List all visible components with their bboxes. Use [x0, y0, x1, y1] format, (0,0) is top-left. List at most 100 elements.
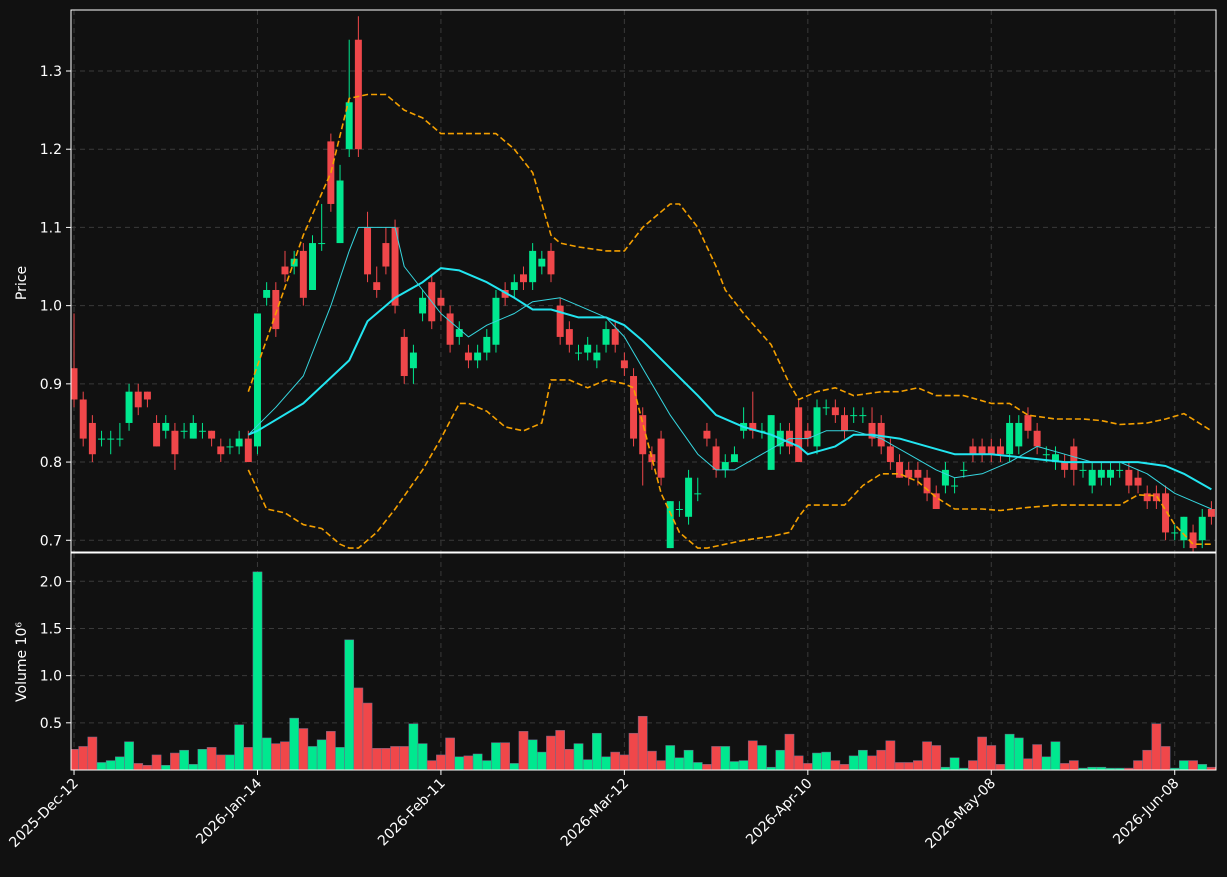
candle-body: [978, 446, 986, 455]
candle-body: [1015, 422, 1023, 447]
candle-body: [244, 438, 252, 463]
candle-body: [519, 274, 527, 283]
volume-bar: [619, 754, 630, 770]
volume-bar: [821, 751, 832, 770]
volume-bar: [417, 743, 428, 770]
candle-body: [125, 391, 133, 423]
volume-bar: [1004, 733, 1015, 770]
candle-body: [1152, 493, 1160, 502]
volume-bar: [555, 730, 566, 770]
candle-body: [1125, 469, 1133, 486]
volume-bar: [142, 765, 153, 770]
candle-body: [675, 508, 683, 510]
volume-bar: [1059, 763, 1070, 770]
candle-body: [162, 422, 170, 431]
volume-bar: [922, 741, 932, 770]
y-tick-label: 0.8: [40, 455, 62, 471]
candle-body: [1107, 469, 1115, 478]
candle-body: [116, 438, 124, 440]
candle-body: [437, 297, 445, 306]
y-tick-label: 1.3: [40, 64, 62, 80]
candle-body: [666, 501, 674, 549]
candle-body: [730, 454, 738, 463]
volume-bar: [977, 736, 987, 770]
candles: [71, 16, 1215, 552]
moving-average: [247, 267, 1212, 491]
candle-body: [694, 493, 702, 495]
volume-bar: [390, 746, 400, 770]
candle-body: [474, 352, 482, 361]
y-tick-label: 2.0: [40, 574, 62, 590]
candle-body: [1189, 532, 1197, 549]
candle-body: [1079, 469, 1087, 471]
volume-bar: [179, 749, 189, 770]
volume-bar: [481, 760, 492, 770]
volume-bar: [225, 754, 235, 770]
candle-body: [98, 438, 106, 440]
candle-body: [896, 462, 904, 478]
candle-body: [400, 336, 408, 377]
volume-bar: [601, 756, 611, 770]
candle-body: [556, 305, 564, 337]
volume-bar: [729, 761, 740, 770]
candle-body: [354, 39, 362, 150]
volume-bar: [1133, 760, 1143, 770]
volume-bar: [362, 702, 373, 770]
y-tick-label: 0.9: [40, 377, 62, 393]
candle-body: [712, 446, 720, 470]
volume-bar: [564, 748, 575, 770]
volume-axis-label: Volume 10⁶: [14, 622, 30, 702]
volume-bar: [867, 755, 877, 770]
y-tick-label: 1.0: [40, 669, 62, 685]
candle-body: [850, 415, 858, 417]
candle-body: [483, 336, 491, 353]
candle-body: [263, 289, 271, 298]
volume-bar: [344, 639, 355, 770]
volume-bar: [206, 747, 217, 770]
volume-bar: [307, 746, 318, 770]
volume-bar: [252, 571, 263, 770]
candle-body: [841, 415, 849, 431]
volume-bar: [628, 732, 639, 770]
candle-body: [620, 360, 628, 369]
candle-body: [1116, 469, 1124, 471]
candle-body: [153, 422, 161, 447]
volume-label: Volume: [14, 650, 30, 702]
candle-body: [198, 430, 206, 432]
volume-bar: [903, 762, 914, 770]
candle-body: [611, 329, 619, 345]
candle-body: [364, 227, 372, 275]
candle-body: [71, 368, 78, 400]
candle-body: [538, 258, 546, 267]
volume-bar: [280, 741, 290, 770]
candle-body: [1088, 469, 1096, 486]
y-tick-label: 0.7: [40, 533, 62, 549]
volume-bar: [720, 746, 731, 770]
candle-body: [905, 469, 913, 478]
volume-bar: [1179, 760, 1189, 770]
volume-bar: [1151, 723, 1162, 770]
volume-bar: [1050, 741, 1061, 770]
volume-bar: [913, 760, 923, 770]
candle-body: [455, 329, 463, 337]
candle-body: [180, 430, 188, 432]
candle-body: [886, 446, 894, 463]
candle-body: [1198, 516, 1206, 541]
volume-bar: [968, 760, 978, 770]
candle-body: [1061, 462, 1069, 470]
candle-body: [143, 391, 151, 400]
volume-bar: [894, 762, 905, 770]
candle-body: [767, 415, 775, 470]
plot-frame: [70, 9, 1217, 553]
volume-bar: [326, 731, 336, 770]
volume-bar: [188, 764, 199, 770]
candle-body: [529, 250, 537, 283]
volume-bar: [133, 763, 144, 770]
candle-body: [1006, 422, 1014, 455]
volume-bar: [115, 756, 125, 770]
candle-body: [217, 446, 225, 455]
volume-bar: [1013, 737, 1024, 770]
volume-bar: [674, 757, 685, 770]
candle-body: [547, 250, 555, 275]
